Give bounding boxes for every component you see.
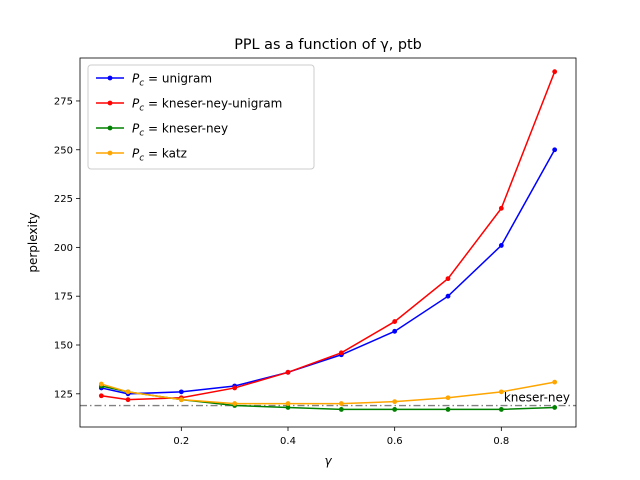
- series-line: [101, 71, 556, 401]
- x-tick-label: 0.4: [280, 436, 296, 447]
- data-point: [98, 393, 104, 399]
- y-axis-ticks: 125 150 175 200 225 250 275: [54, 96, 80, 400]
- data-point: [498, 205, 504, 211]
- data-point: [445, 395, 451, 401]
- series-line: [101, 149, 556, 395]
- data-point: [445, 276, 451, 282]
- data-point: [498, 243, 504, 248]
- data-point: [232, 385, 238, 391]
- data-point: [552, 405, 558, 410]
- legend-item: Pc = katz: [96, 147, 187, 164]
- x-axis-label: γ: [324, 454, 332, 468]
- y-tick-label: 275: [54, 96, 73, 107]
- series-layer: [98, 69, 558, 412]
- data-point: [338, 401, 344, 406]
- y-tick-label: 250: [54, 145, 73, 156]
- reference-line-layer: kneser-ney: [80, 391, 576, 407]
- legend-label: Pc = kneser-ney-unigram: [132, 97, 282, 114]
- series-3: [98, 379, 558, 406]
- series-line: [101, 381, 555, 405]
- legend-marker: [107, 75, 113, 81]
- data-point: [445, 407, 451, 412]
- legend-label: Pc = unigram: [132, 72, 212, 89]
- data-point: [338, 350, 344, 356]
- legend-label: Pc = katz: [132, 147, 187, 164]
- data-point: [178, 389, 184, 395]
- data-point: [98, 381, 104, 387]
- data-point: [392, 328, 398, 334]
- data-point: [125, 397, 131, 403]
- legend-item: Pc = kneser-ney-unigram: [96, 97, 282, 114]
- y-tick-label: 125: [54, 389, 73, 400]
- legend-item: Pc = kneser-ney: [96, 122, 228, 139]
- data-point: [285, 405, 291, 410]
- legend-label: Pc = kneser-ney: [132, 122, 228, 139]
- data-point: [552, 69, 558, 75]
- x-axis-ticks: 0.2 0.4 0.6 0.8: [173, 427, 509, 447]
- data-point: [178, 397, 184, 403]
- data-point: [498, 389, 504, 395]
- reference-line-label: kneser-ney: [504, 391, 570, 405]
- legend-marker: [107, 150, 113, 156]
- legend-box: [87, 64, 315, 170]
- data-point: [552, 147, 558, 153]
- data-point: [392, 407, 398, 412]
- y-tick-label: 200: [54, 243, 73, 254]
- y-tick-label: 150: [54, 341, 73, 352]
- legend-item: Pc = unigram: [96, 72, 212, 89]
- legend: Pc = unigram Pc = kneser-ney-unigram Pc = …: [87, 64, 315, 170]
- legend-marker: [107, 100, 113, 106]
- data-point: [125, 389, 131, 395]
- x-tick-label: 0.6: [387, 436, 403, 447]
- data-point: [552, 379, 558, 385]
- data-point: [232, 401, 238, 406]
- chart-title: PPL as a function of γ, ptb: [234, 37, 422, 53]
- data-point: [285, 369, 291, 375]
- data-point: [285, 401, 291, 406]
- data-point: [338, 407, 344, 412]
- x-tick-label: 0.2: [173, 436, 189, 447]
- y-axis-label: perplexity: [26, 212, 40, 272]
- legend-marker: [107, 125, 113, 131]
- plot-frame: [79, 57, 577, 428]
- data-point: [392, 399, 398, 405]
- y-tick-label: 175: [54, 292, 73, 303]
- data-point: [445, 293, 451, 299]
- x-tick-label: 0.8: [493, 436, 509, 447]
- data-point: [498, 407, 504, 412]
- data-point: [392, 319, 398, 324]
- y-tick-label: 225: [54, 194, 73, 205]
